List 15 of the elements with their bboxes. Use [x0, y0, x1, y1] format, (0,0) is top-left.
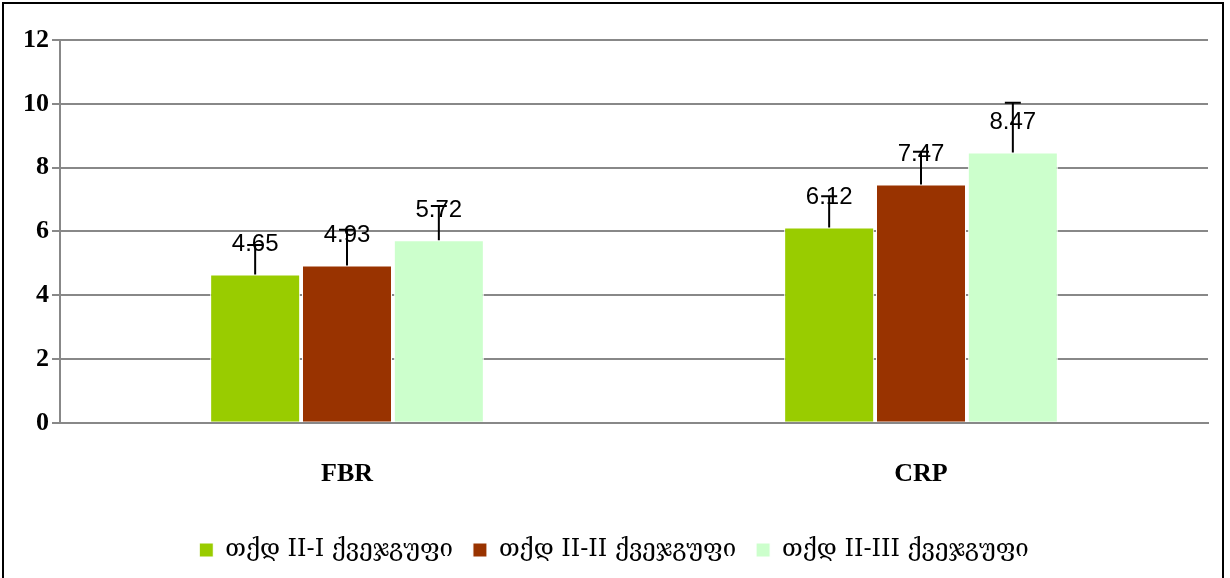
y-tick-label: 4 — [36, 278, 49, 308]
data-label: 6.12 — [805, 182, 853, 210]
y-tick-label: 0 — [36, 406, 49, 436]
y-tick-label: 8 — [36, 151, 49, 181]
legend-label: თქდ II-II ქვეჯგუფი — [498, 534, 737, 563]
x-tick-label: FBR — [321, 458, 374, 488]
data-label: 4.65 — [231, 229, 279, 257]
legend-label: თქდ II-I ქვეჯგუფი — [225, 534, 453, 563]
y-tick-label: 10 — [23, 87, 49, 117]
y-tick-label: 12 — [23, 23, 49, 53]
y-tick-label: 6 — [36, 215, 49, 245]
legend-label: თქდ II-III ქვეჯგუფი — [782, 534, 1029, 563]
y-tick-label: 2 — [36, 342, 49, 372]
x-tick-label: CRP — [894, 458, 948, 488]
data-label: 5.72 — [415, 194, 463, 222]
